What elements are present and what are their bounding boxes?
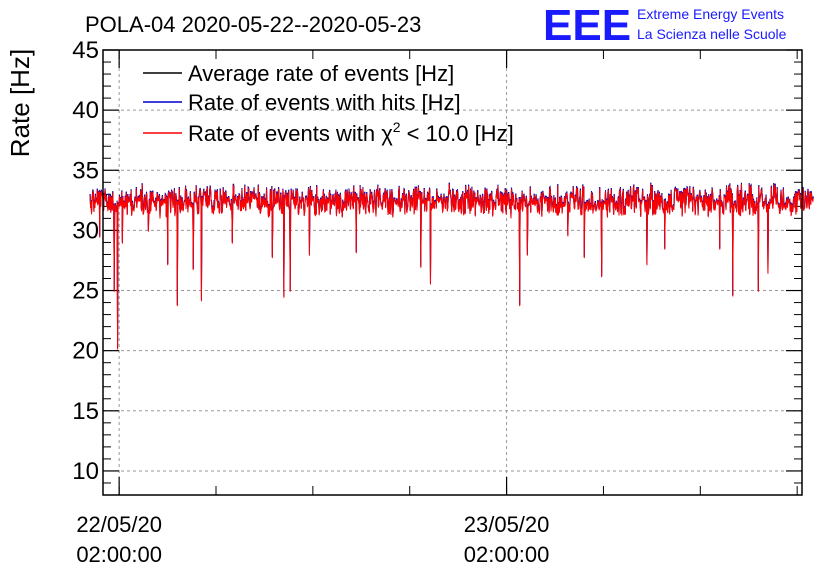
plot-frame [102,49,803,496]
y-tick-label: 15 [72,398,99,425]
y-tick-label: 40 [72,97,99,124]
logo-line-1: Extreme Energy Events [637,6,784,22]
legend-label-2: Rate of events with hits [Hz] [188,90,461,115]
eee-logo: EEE Extreme Energy Events La Scienza nel… [543,1,787,50]
x-tick-label-date: 23/05/20 [464,512,550,537]
series-line-3 [89,183,814,350]
x-tick-label-time: 02:00:00 [464,542,550,567]
y-tick-label: 25 [72,278,99,305]
x-tick-label-time: 02:00:00 [76,542,162,567]
y-tick-label: 45 [72,37,99,64]
x-tick-label-date: 22/05/20 [76,512,162,537]
y-tick-label: 30 [72,217,99,244]
logo-mark: EEE [543,1,631,50]
x-axis-ticks: 22/05/20 02:00:00 23/05/20 02:00:00 [76,50,798,567]
chart-title: POLA-04 2020-05-22--2020-05-23 [85,12,421,37]
y-tick-label: 10 [72,458,99,485]
grid-lines [103,49,802,495]
legend: Average rate of events [Hz] Rate of event… [143,61,514,146]
y-tick-label: 35 [72,157,99,184]
legend-label-1: Average rate of events [Hz] [188,61,454,86]
logo-line-2: La Scienza nelle Scuole [637,26,787,42]
legend-label-3: Rate of events with χ2 < 10.0 [Hz] [188,119,514,146]
y-axis-label: Rate [Hz] [5,49,35,157]
series-lines [89,182,814,350]
y-axis-ticks: 10 15 20 25 30 35 40 45 [72,37,802,496]
y-tick-label: 20 [72,338,99,365]
